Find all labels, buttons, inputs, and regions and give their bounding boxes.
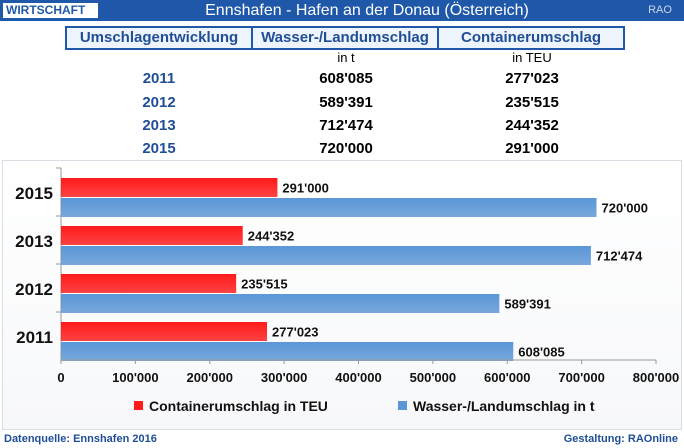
- data-label: 244'352: [248, 229, 294, 244]
- category-tag: WIRTSCHAFT: [2, 2, 99, 19]
- page-title: Ennshafen - Hafen an der Donau (Österrei…: [205, 2, 529, 19]
- bar-container: [61, 274, 237, 293]
- table-cell-container: 291'000: [505, 140, 559, 157]
- x-tick-label: 300'000: [261, 370, 307, 385]
- bar-wasser: [61, 246, 591, 265]
- bar-container: [61, 178, 278, 197]
- credit: Gestaltung: RAOnline: [563, 433, 678, 445]
- bar-container: [61, 322, 268, 341]
- table-row-year: 2011: [142, 70, 176, 87]
- data-label: 608'085: [518, 345, 564, 360]
- x-tick-label: 100'000: [112, 370, 158, 385]
- x-tick-label: 200'000: [187, 370, 233, 385]
- bar-wasser: [61, 342, 514, 361]
- y-tick-label: 2011: [16, 328, 53, 347]
- table-row-year: 2013: [142, 117, 176, 134]
- bar-container: [61, 226, 243, 245]
- data-label: 720'000: [602, 201, 648, 216]
- table-cell-wasser: 608'085: [319, 70, 373, 87]
- data-label: 589'391: [504, 297, 550, 312]
- x-tick-label: 600'000: [484, 370, 530, 385]
- table-row-year: 2015: [142, 140, 176, 157]
- x-tick-label: 700'000: [558, 370, 604, 385]
- x-tick-label: 500'000: [410, 370, 456, 385]
- unit-container: in TEU: [512, 50, 552, 65]
- data-source: Datenquelle: Ennshafen 2016: [4, 433, 157, 445]
- legend-swatch: [398, 401, 407, 410]
- data-label: 235'515: [241, 277, 287, 292]
- y-tick-label: 2013: [15, 232, 53, 251]
- legend-swatch: [134, 401, 143, 410]
- y-tick-label: 2012: [15, 280, 53, 299]
- table-cell-container: 244'352: [505, 117, 559, 134]
- table-header-container: Containerumschlag: [439, 26, 625, 50]
- data-label: 277'023: [272, 325, 318, 340]
- table-header-wasser: Wasser-/Landumschlag: [253, 26, 439, 50]
- data-label: 291'000: [282, 181, 328, 196]
- x-tick-label: 0: [57, 370, 64, 385]
- bar-wasser: [61, 198, 597, 217]
- table-cell-container: 277'023: [505, 70, 559, 87]
- table-row-year: 2012: [142, 94, 176, 111]
- table-header-umschlag: Umschlagentwicklung: [65, 26, 253, 50]
- brand-tag: RAO: [648, 4, 672, 16]
- legend-label: Containerumschlag in TEU: [149, 398, 328, 414]
- table-cell-wasser: 720'000: [319, 140, 373, 157]
- unit-wasser: in t: [337, 50, 355, 65]
- header-bar: WIRTSCHAFT Ennshafen - Hafen an der Dona…: [0, 0, 684, 21]
- table-cell-container: 235'515: [505, 94, 559, 111]
- x-tick-label: 800'000: [633, 370, 679, 385]
- data-label: 712'474: [596, 249, 643, 264]
- x-tick-label: 400'000: [335, 370, 381, 385]
- table-cell-wasser: 712'474: [319, 117, 373, 134]
- legend-label: Wasser-/Landumschlag in t: [413, 398, 595, 414]
- table-cell-wasser: 589'391: [319, 94, 373, 111]
- y-tick-label: 2015: [15, 184, 53, 203]
- bar-wasser: [61, 294, 500, 313]
